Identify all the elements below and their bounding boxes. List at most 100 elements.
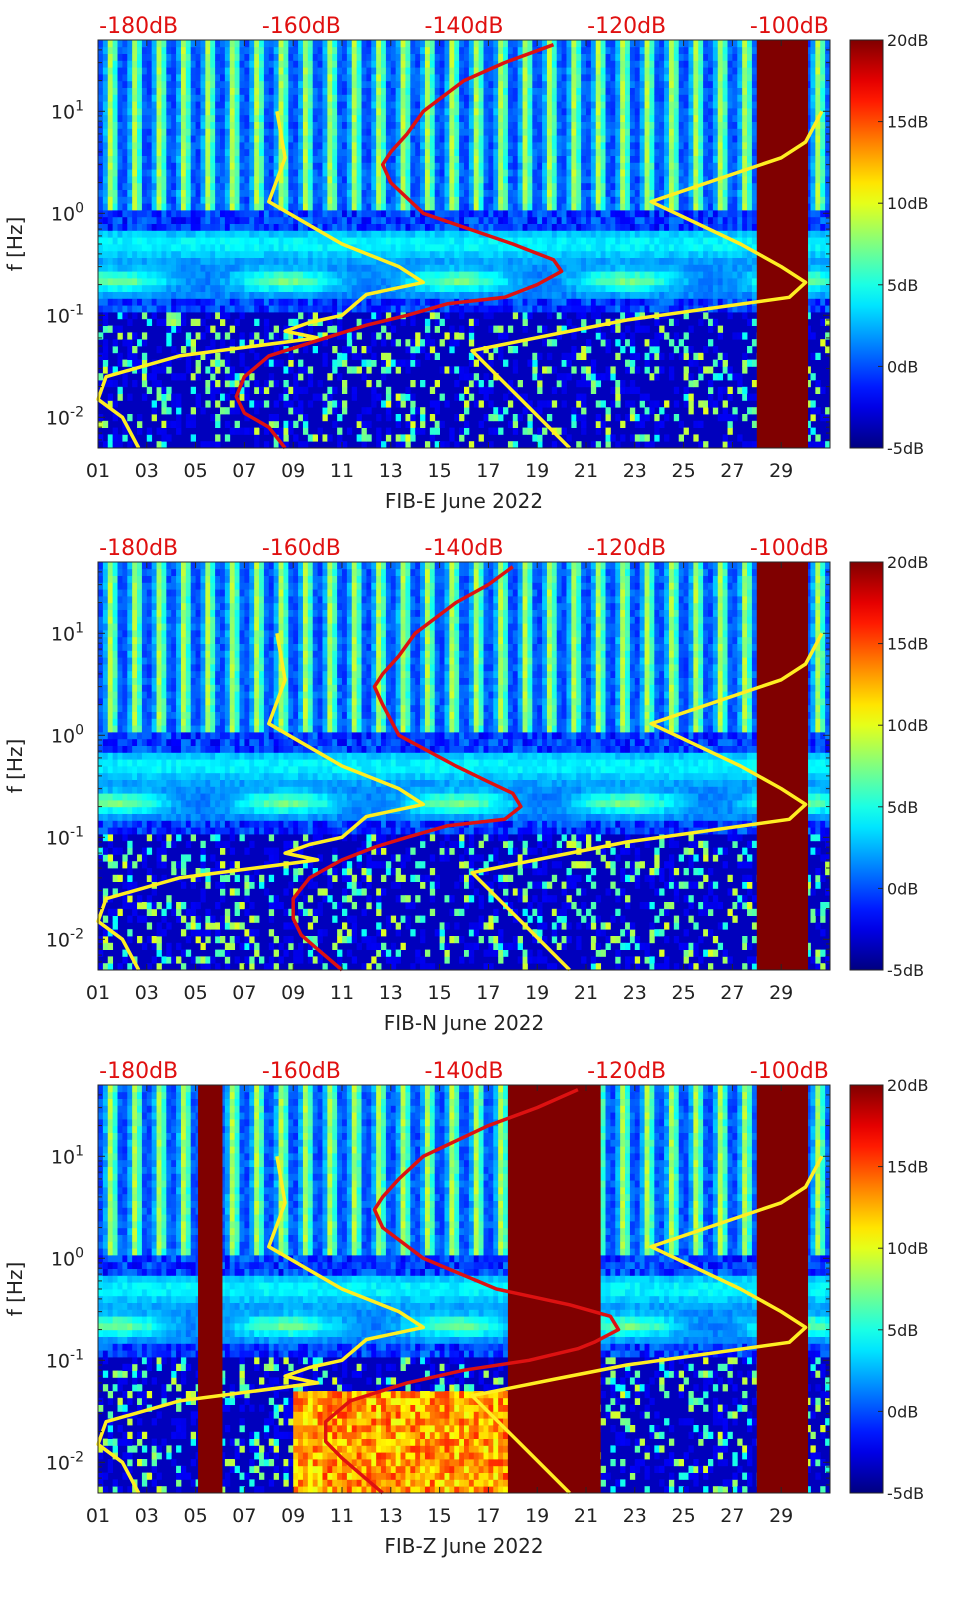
spectrogram-cell (581, 108, 587, 116)
spectrogram-cell (405, 339, 411, 347)
spectrogram-cell (112, 189, 118, 197)
spectrogram-cell (361, 223, 367, 231)
spectrogram-cell (566, 87, 572, 95)
spectrogram-cell (234, 264, 240, 272)
spectrogram-cell (371, 278, 377, 286)
spectrogram-cell (215, 176, 221, 184)
spectrogram-cell (132, 264, 138, 272)
spectrogram-cell (195, 87, 201, 95)
spectrogram-cell (376, 237, 382, 245)
spectrogram-cell (244, 40, 250, 48)
spectrogram-cell (522, 74, 528, 82)
spectrogram-cell (137, 203, 143, 211)
spectrogram-cell (385, 223, 392, 231)
spectrogram-cell (117, 169, 123, 177)
spectrogram-cell (571, 108, 577, 116)
spectrogram-cell (566, 182, 572, 190)
spectrogram-cell (288, 121, 294, 129)
spectrogram-cell (561, 271, 567, 279)
spectrogram-cell (166, 128, 172, 136)
spectrogram-cell (127, 346, 133, 354)
spectrogram-cell (590, 373, 597, 381)
spectrogram-cell (512, 346, 519, 354)
spectrogram-cell (278, 359, 284, 367)
spectrogram-cell (298, 67, 304, 75)
spectrogram-cell (132, 250, 138, 258)
spectrogram-cell (302, 216, 309, 224)
spectrogram-cell (415, 223, 421, 231)
spectrogram-cell (566, 278, 572, 286)
spectrogram-cell (171, 271, 177, 279)
spectrogram-cell (98, 148, 104, 156)
spectrogram-cell (102, 196, 109, 204)
spectrogram-cell (244, 67, 250, 75)
spectrogram-cell (371, 155, 377, 163)
spectrogram-cell (200, 142, 206, 150)
spectrogram-cell (468, 237, 475, 245)
spectrogram-cell (220, 318, 226, 326)
spectrogram-cell (224, 114, 231, 122)
spectrogram-cell (132, 162, 138, 170)
spectrogram-cell (210, 237, 216, 245)
spectrogram-cell (200, 108, 206, 116)
spectrogram-cell (346, 291, 353, 299)
spectrogram-cell (210, 441, 216, 449)
spectrogram-cell (351, 346, 358, 354)
spectrogram-cell (361, 196, 367, 204)
spectrogram-cell (454, 46, 460, 54)
spectrogram-cell (146, 128, 153, 136)
spectrogram-cell (171, 318, 177, 326)
spectrogram-cell (132, 257, 138, 265)
spectrogram-cell (464, 101, 470, 109)
spectrogram-cell (459, 108, 465, 116)
spectrogram-cell (532, 230, 538, 238)
spectrogram-cell (200, 244, 206, 252)
spectrogram-cell (522, 135, 528, 143)
spectrogram-cell (507, 210, 514, 218)
spectrogram-cell (405, 284, 411, 292)
spectrogram-cell (537, 427, 543, 435)
spectrogram-cell (224, 128, 231, 136)
spectrogram-cell (566, 257, 572, 265)
spectrogram-cell (395, 67, 401, 75)
spectrogram-cell (581, 312, 587, 320)
spectrogram-cell (322, 407, 328, 415)
spectrogram-cell (434, 182, 440, 190)
spectrogram-cell (171, 40, 177, 48)
spectrogram-cell (210, 60, 216, 68)
spectrogram-cell (444, 148, 450, 156)
spectrogram-cell (171, 237, 177, 245)
spectrogram-cell (503, 114, 509, 122)
spectrogram-cell (590, 210, 597, 218)
spectrogram-cell (493, 237, 499, 245)
spectrogram-cell (127, 80, 133, 88)
spectrogram-cell (454, 230, 460, 238)
spectrogram-cell (117, 332, 123, 340)
spectrogram-cell (259, 400, 265, 408)
spectrogram-cell (190, 271, 196, 279)
spectrogram-cell (332, 142, 338, 150)
spectrogram-cell (395, 434, 401, 442)
spectrogram-cell (546, 257, 553, 265)
spectrogram-cell (195, 210, 201, 218)
spectrogram-cell (185, 176, 192, 184)
spectrogram-cell (561, 142, 567, 150)
spectrogram-cell (185, 244, 192, 252)
spectrogram-cell (239, 108, 245, 116)
spectrogram-cell (454, 87, 460, 95)
spectrogram-cell (259, 162, 265, 170)
spectrogram-cell (420, 67, 426, 75)
spectrogram-cell (117, 434, 123, 442)
spectrogram-cell (449, 148, 455, 156)
spectrogram-cell (342, 230, 348, 238)
spectrogram-cell (512, 278, 519, 286)
spectrogram-cell (273, 53, 279, 61)
spectrogram-cell (244, 189, 250, 197)
spectrogram-cell (107, 46, 114, 54)
spectrogram-cell (410, 230, 416, 238)
spectrogram-cell (224, 101, 231, 109)
spectrogram-cell (581, 101, 587, 109)
spectrogram-cell (146, 196, 153, 204)
spectrogram-cell (317, 169, 323, 177)
spectrogram-cell (532, 237, 538, 245)
